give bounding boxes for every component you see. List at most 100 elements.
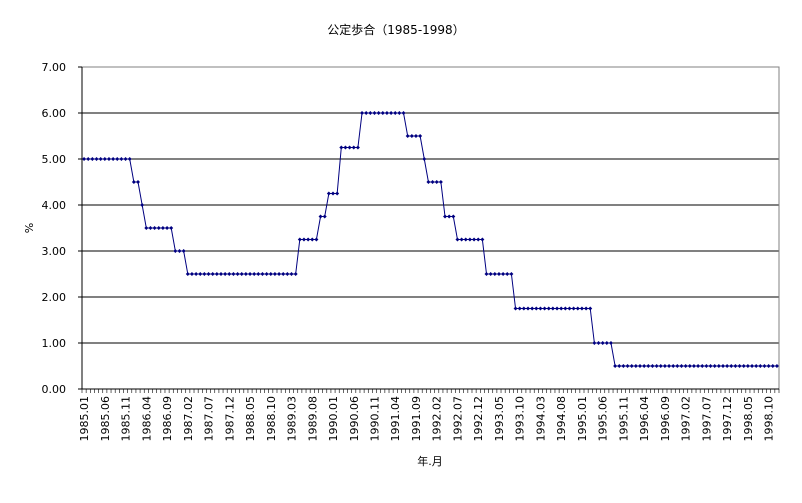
data-point: [733, 364, 738, 368]
data-point: [600, 341, 605, 345]
data-point: [418, 134, 423, 138]
data-point: [119, 157, 124, 161]
data-point: [156, 226, 161, 230]
data-point: [633, 364, 638, 368]
data-point: [310, 237, 315, 242]
data-point: [218, 272, 223, 276]
data-point: [434, 180, 439, 184]
data-point: [426, 180, 431, 184]
data-point: [737, 364, 742, 368]
x-tick-label: 1993.05: [493, 396, 506, 442]
data-point: [712, 364, 717, 368]
data-point: [443, 214, 448, 219]
data-point: [741, 364, 746, 368]
data-point: [671, 364, 676, 368]
data-point: [243, 272, 248, 276]
data-point: [169, 226, 174, 230]
data-point: [372, 111, 377, 115]
data-point: [165, 226, 170, 230]
data-point: [347, 145, 352, 150]
data-point: [380, 111, 385, 115]
x-tick-label: 1987.07: [203, 396, 216, 442]
x-tick-label: 1986.09: [161, 396, 174, 442]
x-tick-label: 1995.06: [597, 396, 610, 442]
data-point: [687, 364, 692, 368]
data-point: [505, 272, 510, 276]
data-point: [758, 364, 763, 368]
data-point: [127, 157, 132, 161]
data-point: [248, 272, 253, 276]
data-point: [326, 191, 331, 196]
data-point: [152, 226, 157, 230]
x-tick-label: 1985.01: [78, 396, 91, 442]
data-point: [277, 272, 282, 276]
data-point: [131, 180, 136, 184]
data-point: [223, 272, 228, 276]
x-tick-label: 1998.05: [742, 396, 755, 442]
data-point: [625, 364, 630, 368]
data-point: [301, 237, 306, 242]
data-point: [409, 134, 414, 138]
data-point: [98, 157, 103, 161]
data-point: [306, 237, 311, 242]
data-point: [272, 272, 277, 276]
x-tick-label: 1996.09: [659, 396, 672, 442]
data-point: [422, 157, 427, 161]
data-point: [617, 364, 622, 368]
data-point: [604, 341, 609, 345]
x-tick-label: 1985.11: [120, 396, 133, 442]
data-point: [642, 364, 647, 368]
data-point: [447, 214, 452, 219]
data-point: [667, 364, 672, 368]
data-point: [389, 111, 394, 115]
data-point: [401, 111, 406, 115]
data-point: [774, 364, 779, 368]
data-point: [368, 111, 373, 115]
data-point: [720, 364, 725, 368]
data-point: [476, 237, 481, 242]
data-point: [650, 364, 655, 368]
chart-title: 公定歩合（1985-1998）: [327, 22, 464, 37]
y-tick-label: 1.00: [42, 337, 67, 350]
data-point: [281, 272, 286, 276]
data-point: [252, 272, 257, 276]
gridlines: [82, 66, 779, 344]
x-axis-label: 年.月: [417, 454, 443, 468]
x-tick-label: 1990.06: [348, 396, 361, 442]
data-point: [185, 272, 190, 276]
data-point: [708, 364, 713, 368]
data-point: [144, 226, 149, 230]
x-tick-label: 1992.07: [451, 396, 464, 442]
data-point: [725, 364, 730, 368]
data-point: [538, 306, 543, 311]
data-point: [750, 364, 755, 368]
y-tick-label: 4.00: [42, 199, 67, 212]
data-point: [550, 306, 555, 311]
data-point: [459, 237, 464, 242]
data-point: [579, 306, 584, 311]
data-point: [534, 306, 539, 311]
data-point: [339, 145, 344, 150]
data-point: [297, 237, 302, 242]
x-tick-label: 1997.12: [721, 396, 734, 442]
data-point: [198, 272, 203, 276]
data-point: [335, 191, 340, 196]
series-discount-rate: [84, 112, 777, 367]
data-point: [525, 306, 530, 311]
data-point: [646, 364, 651, 368]
data-point: [268, 272, 273, 276]
data-point: [115, 157, 120, 161]
data-point: [206, 272, 211, 276]
x-tick-label: 1986.04: [140, 396, 153, 442]
data-point: [501, 272, 506, 276]
data-point: [571, 306, 576, 311]
y-tick-label: 3.00: [42, 245, 67, 258]
data-point: [285, 272, 290, 276]
data-point: [384, 111, 389, 115]
data-point: [314, 237, 319, 242]
y-tick-labels: 0.00 1.00 2.00 3.00 4.00 5.00 6.00 7.00: [42, 61, 67, 396]
data-point: [679, 364, 684, 368]
y-tick-label: 6.00: [42, 107, 67, 120]
y-tick-label: 5.00: [42, 153, 67, 166]
y-tick-label: 2.00: [42, 291, 67, 304]
